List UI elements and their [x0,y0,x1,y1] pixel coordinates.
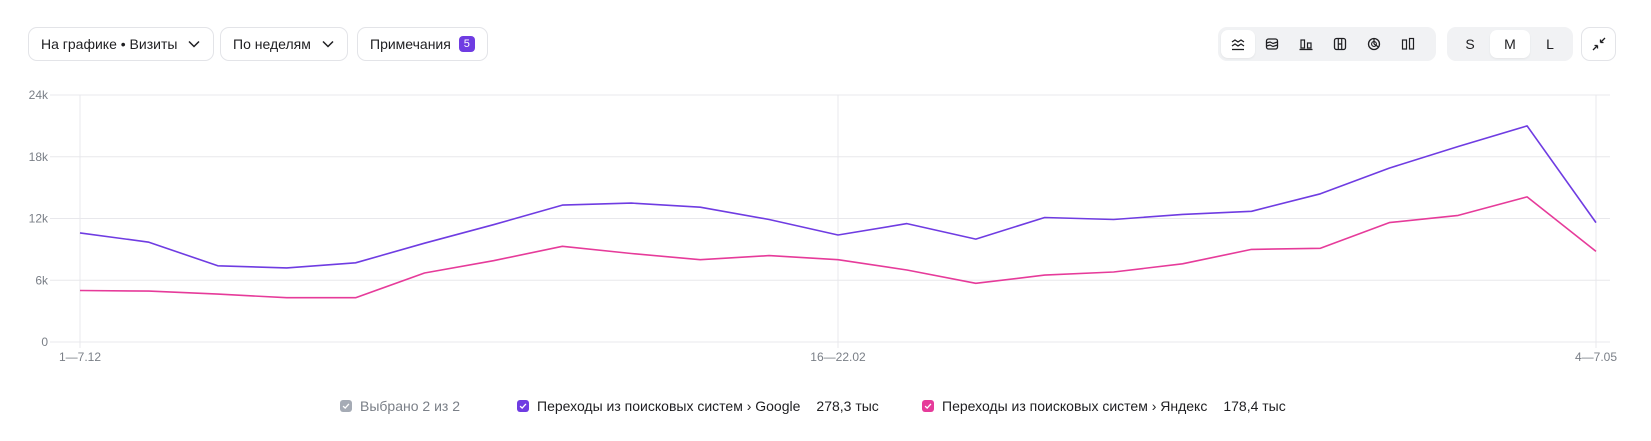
column-chart-icon[interactable] [1391,30,1425,58]
line-chart: 0 6k 12k 18k 24k 1—7.12 16—22.02 4—7.05 [29,88,1618,364]
x-tick-label: 1—7.12 [59,350,101,364]
y-tick-label: 0 [41,335,48,349]
collapse-button[interactable] [1581,27,1616,61]
notes-count-badge: 5 [458,36,475,52]
legend-item-label: Переходы из поисковых систем › Google [537,398,801,414]
grouping-select[interactable]: По неделям [220,27,348,61]
pie-chart-icon[interactable] [1357,30,1391,58]
y-tick-label: 24k [29,88,49,102]
notes-button-label: Примечания [370,36,451,52]
checkbox-icon [517,400,529,412]
series-line-yandex [79,196,1597,299]
legend-select-all[interactable]: Выбрано 2 из 2 [340,398,460,414]
size-l-button[interactable]: L [1546,36,1554,52]
collapse-icon [1591,36,1607,52]
chart-metric-select[interactable]: На графике • Визиты [28,27,215,61]
bar-chart-icon[interactable] [1289,30,1323,58]
checkbox-icon [922,400,934,412]
legend-select-all-label: Выбрано 2 из 2 [360,398,460,414]
legend-item-total: 278,3 тыс [816,398,879,414]
series-line-google [79,125,1597,269]
legend-item-label: Переходы из поисковых систем › Яндекс [942,398,1208,414]
stacked-area-icon[interactable] [1255,30,1289,58]
y-tick-label: 6k [35,273,49,287]
chart-type-switcher [1218,27,1436,61]
size-m-button[interactable]: M [1490,30,1530,58]
x-tick-label: 4—7.05 [1575,350,1617,364]
line-chart-icon[interactable] [1221,30,1255,58]
legend-item-total: 178,4 тыс [1223,398,1286,414]
y-tick-label: 12k [29,212,49,226]
chevron-down-icon [321,37,335,51]
stacked-bar-icon[interactable] [1323,30,1357,58]
chart-legend: Выбрано 2 из 2 Переходы из поисковых сис… [0,398,1651,418]
notes-button[interactable]: Примечания 5 [357,27,488,61]
chart-metric-select-label: На графике • Визиты [41,36,178,52]
legend-item-yandex[interactable]: Переходы из поисковых систем › Яндекс 17… [922,398,1286,414]
chevron-down-icon [187,37,201,51]
size-s-button[interactable]: S [1465,36,1475,52]
checkbox-icon [340,400,352,412]
legend-item-google[interactable]: Переходы из поисковых систем › Google 27… [517,398,879,414]
grouping-select-label: По неделям [233,36,311,52]
x-tick-label: 16—22.02 [810,350,866,364]
chart-size-switcher: S M L [1447,27,1573,61]
y-tick-label: 18k [29,150,49,164]
